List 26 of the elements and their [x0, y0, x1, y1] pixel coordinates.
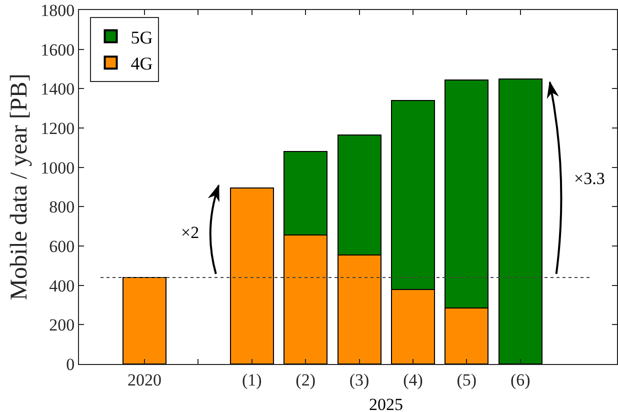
x-tick-label: (1) — [242, 370, 262, 390]
legend-label: 5G — [130, 27, 153, 48]
y-axis-title: Mobile data / year [PB] — [6, 74, 33, 300]
bar — [122, 276, 166, 364]
x-tick-label: (3) — [349, 370, 370, 390]
y-tick-label: 1000 — [40, 158, 75, 178]
bar — [498, 78, 542, 364]
y-tick-label: 1400 — [40, 80, 75, 99]
y-tick-label: 800 — [49, 198, 75, 217]
y-tick-label: 400 — [49, 276, 75, 296]
x-tick-label: (6) — [510, 370, 530, 390]
y-tick-label: 200 — [49, 316, 75, 335]
y-tick-label: 600 — [49, 236, 75, 256]
x-tick-label: (2) — [296, 370, 316, 390]
x-axis-title: 2025 — [369, 395, 403, 412]
y-tick-label: 0 — [66, 354, 75, 374]
legend-label: 4G — [130, 54, 153, 74]
y-tick-label: 1600 — [40, 40, 75, 60]
x-tick-label: 2020 — [128, 370, 162, 390]
annotation: ×3.3 — [574, 169, 605, 188]
y-tick-label: 1200 — [40, 118, 75, 138]
x-tick-label: (5) — [456, 370, 477, 390]
x-tick-label: (4) — [403, 370, 423, 390]
y-tick-label: 1800 — [40, 0, 75, 20]
bar — [230, 187, 274, 364]
annotation: ×2 — [181, 223, 200, 242]
